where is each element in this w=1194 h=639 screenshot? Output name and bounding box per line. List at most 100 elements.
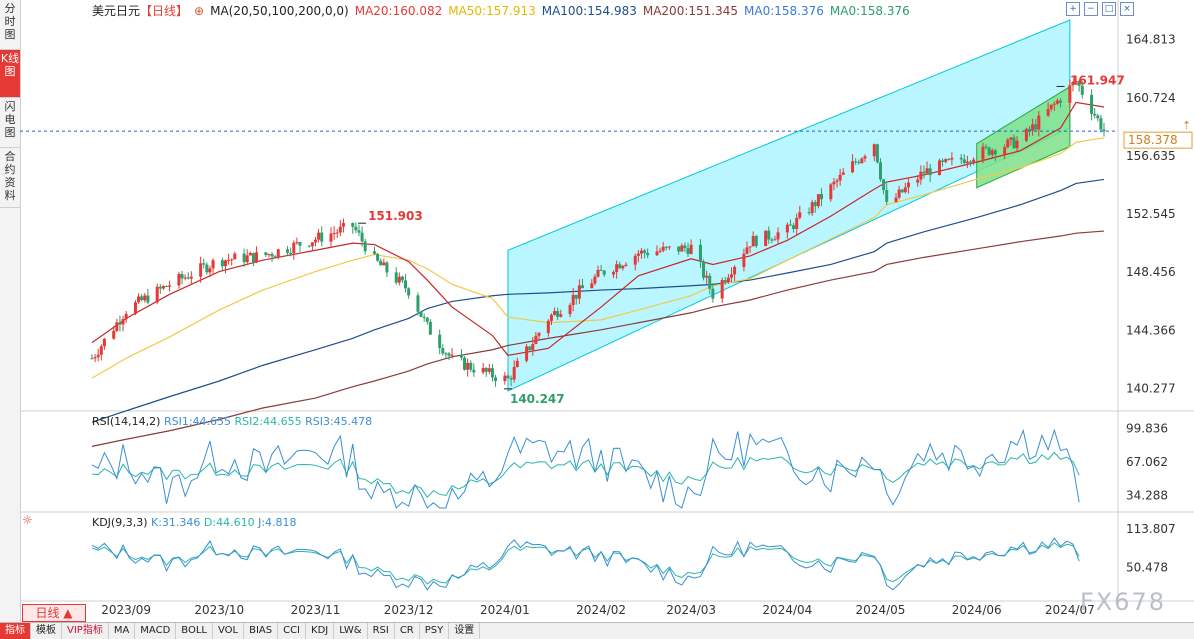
candle-body: [397, 276, 401, 283]
x-tick-label: 2024/01: [480, 603, 530, 617]
rsi-tick-label: 67.062: [1126, 455, 1168, 469]
candle-body: [341, 223, 345, 227]
zoom-in-icon[interactable]: +: [1066, 2, 1080, 16]
candle-body: [646, 252, 650, 256]
candle-body: [1049, 104, 1053, 110]
candle-body: [534, 335, 538, 344]
tab-ma[interactable]: MA: [109, 623, 136, 639]
legend-ma0-b: MA0:158.376: [829, 4, 910, 18]
candle-body: [705, 275, 709, 278]
candle-body: [230, 259, 234, 261]
legend-settings-icon[interactable]: ⊕: [194, 4, 205, 18]
rsi-name: RSI(14,14,2): [92, 415, 161, 428]
candle-body: [987, 147, 991, 155]
legend-ma0-a: MA0:158.376: [744, 4, 824, 18]
candle-body: [112, 330, 116, 339]
trend-channel: [507, 19, 1071, 392]
zoom-out-icon[interactable]: −: [1084, 2, 1098, 16]
candle-body: [270, 254, 274, 257]
candle-body: [161, 286, 165, 289]
tab-cci[interactable]: CCI: [278, 623, 307, 639]
candle-body: [972, 159, 976, 163]
candle-body: [466, 362, 470, 370]
candle-body: [140, 296, 144, 301]
candle-body: [329, 233, 333, 242]
kdj-tick-label: 50.478: [1126, 560, 1168, 574]
candle-body: [1093, 113, 1097, 116]
tab-cr[interactable]: CR: [395, 623, 420, 639]
legend-ma100: MA100:154.983: [541, 4, 637, 18]
tab-timeshare[interactable]: 分时图: [0, 0, 20, 50]
candle-body: [900, 189, 904, 193]
price-tick-label: 156.635: [1126, 149, 1176, 163]
x-tick-label: 2024/07: [1045, 603, 1095, 617]
legend-period[interactable]: 【日线】: [140, 4, 189, 18]
candle-body: [363, 241, 367, 252]
candle-body: [292, 242, 296, 254]
tab-rsi[interactable]: RSI: [368, 623, 395, 639]
current-price-arrow-icon: ⇡: [1182, 119, 1191, 132]
candle-body: [512, 366, 516, 380]
candle-body: [372, 251, 376, 254]
candle-body: [286, 249, 290, 253]
candle-body: [816, 194, 820, 207]
candle-body: [1071, 82, 1075, 86]
kline-chart-area[interactable]: 164.813 160.724 156.635 152.545 148.456 144.3…: [20, 0, 1194, 622]
tab-vip-indicators[interactable]: VIP指标: [62, 623, 109, 639]
candle-body: [798, 212, 802, 218]
candle-body: [1102, 129, 1106, 132]
rsi-tick-label: 34.288: [1126, 488, 1168, 502]
x-tick-label: 2023/09: [101, 603, 151, 617]
candle-body: [419, 311, 423, 317]
candle-body: [745, 247, 749, 254]
candle-body: [590, 283, 594, 289]
candle-body: [655, 251, 659, 256]
candle-body: [525, 346, 529, 361]
candle-body: [726, 277, 730, 282]
rsi1-value: RSI1:44.655: [163, 415, 232, 428]
candle-body: [885, 190, 889, 202]
candle-body: [133, 302, 137, 314]
candle-body: [484, 367, 488, 372]
tab-indicators[interactable]: 指标: [0, 623, 31, 639]
candle-body: [792, 225, 796, 229]
tab-template[interactable]: 模板: [31, 623, 62, 639]
candle-body: [320, 232, 324, 242]
candle-body: [245, 255, 249, 263]
tab-vol[interactable]: VOL: [213, 623, 245, 639]
tab-kdj[interactable]: KDJ: [306, 623, 335, 639]
chart-svg[interactable]: 164.813 160.724 156.635 152.545 148.456 144.3…: [20, 0, 1194, 622]
candle-body: [1059, 100, 1063, 103]
candle-body: [832, 181, 836, 185]
kdj-sun-icon[interactable]: ☼: [22, 513, 33, 527]
tab-macd[interactable]: MACD: [135, 623, 177, 639]
tab-boll[interactable]: BOLL: [176, 623, 213, 639]
candle-body: [1003, 147, 1007, 155]
close-icon[interactable]: ×: [1120, 2, 1134, 16]
candle-body: [764, 230, 768, 246]
price-tick-label: 144.366: [1126, 323, 1176, 337]
candle-body: [857, 162, 861, 164]
tab-lightning[interactable]: 闪电图: [0, 98, 20, 148]
candle-body: [205, 264, 209, 273]
fullscreen-icon[interactable]: □: [1102, 2, 1116, 16]
tab-kline[interactable]: K线图: [0, 50, 20, 98]
candle-body: [1099, 118, 1103, 130]
legend-ma20: MA20:160.082: [354, 4, 443, 18]
candle-body: [702, 261, 706, 278]
candle-body: [549, 314, 553, 321]
candle-body: [875, 144, 879, 163]
candle-body: [916, 179, 920, 183]
kdj-k-line: [91, 537, 1080, 591]
candle-body: [1024, 128, 1028, 141]
candle-body: [360, 232, 364, 242]
tab-lw[interactable]: LW&: [334, 623, 368, 639]
tab-psy[interactable]: PSY: [420, 623, 450, 639]
tab-contract-info[interactable]: 合约资料: [0, 148, 20, 208]
period-button[interactable]: 日线 ▲: [22, 604, 86, 622]
candle-body: [354, 226, 358, 231]
candle-body: [338, 226, 342, 233]
tab-settings[interactable]: 设置: [449, 623, 481, 639]
tab-bias[interactable]: BIAS: [244, 623, 279, 639]
candle-body: [124, 313, 128, 320]
